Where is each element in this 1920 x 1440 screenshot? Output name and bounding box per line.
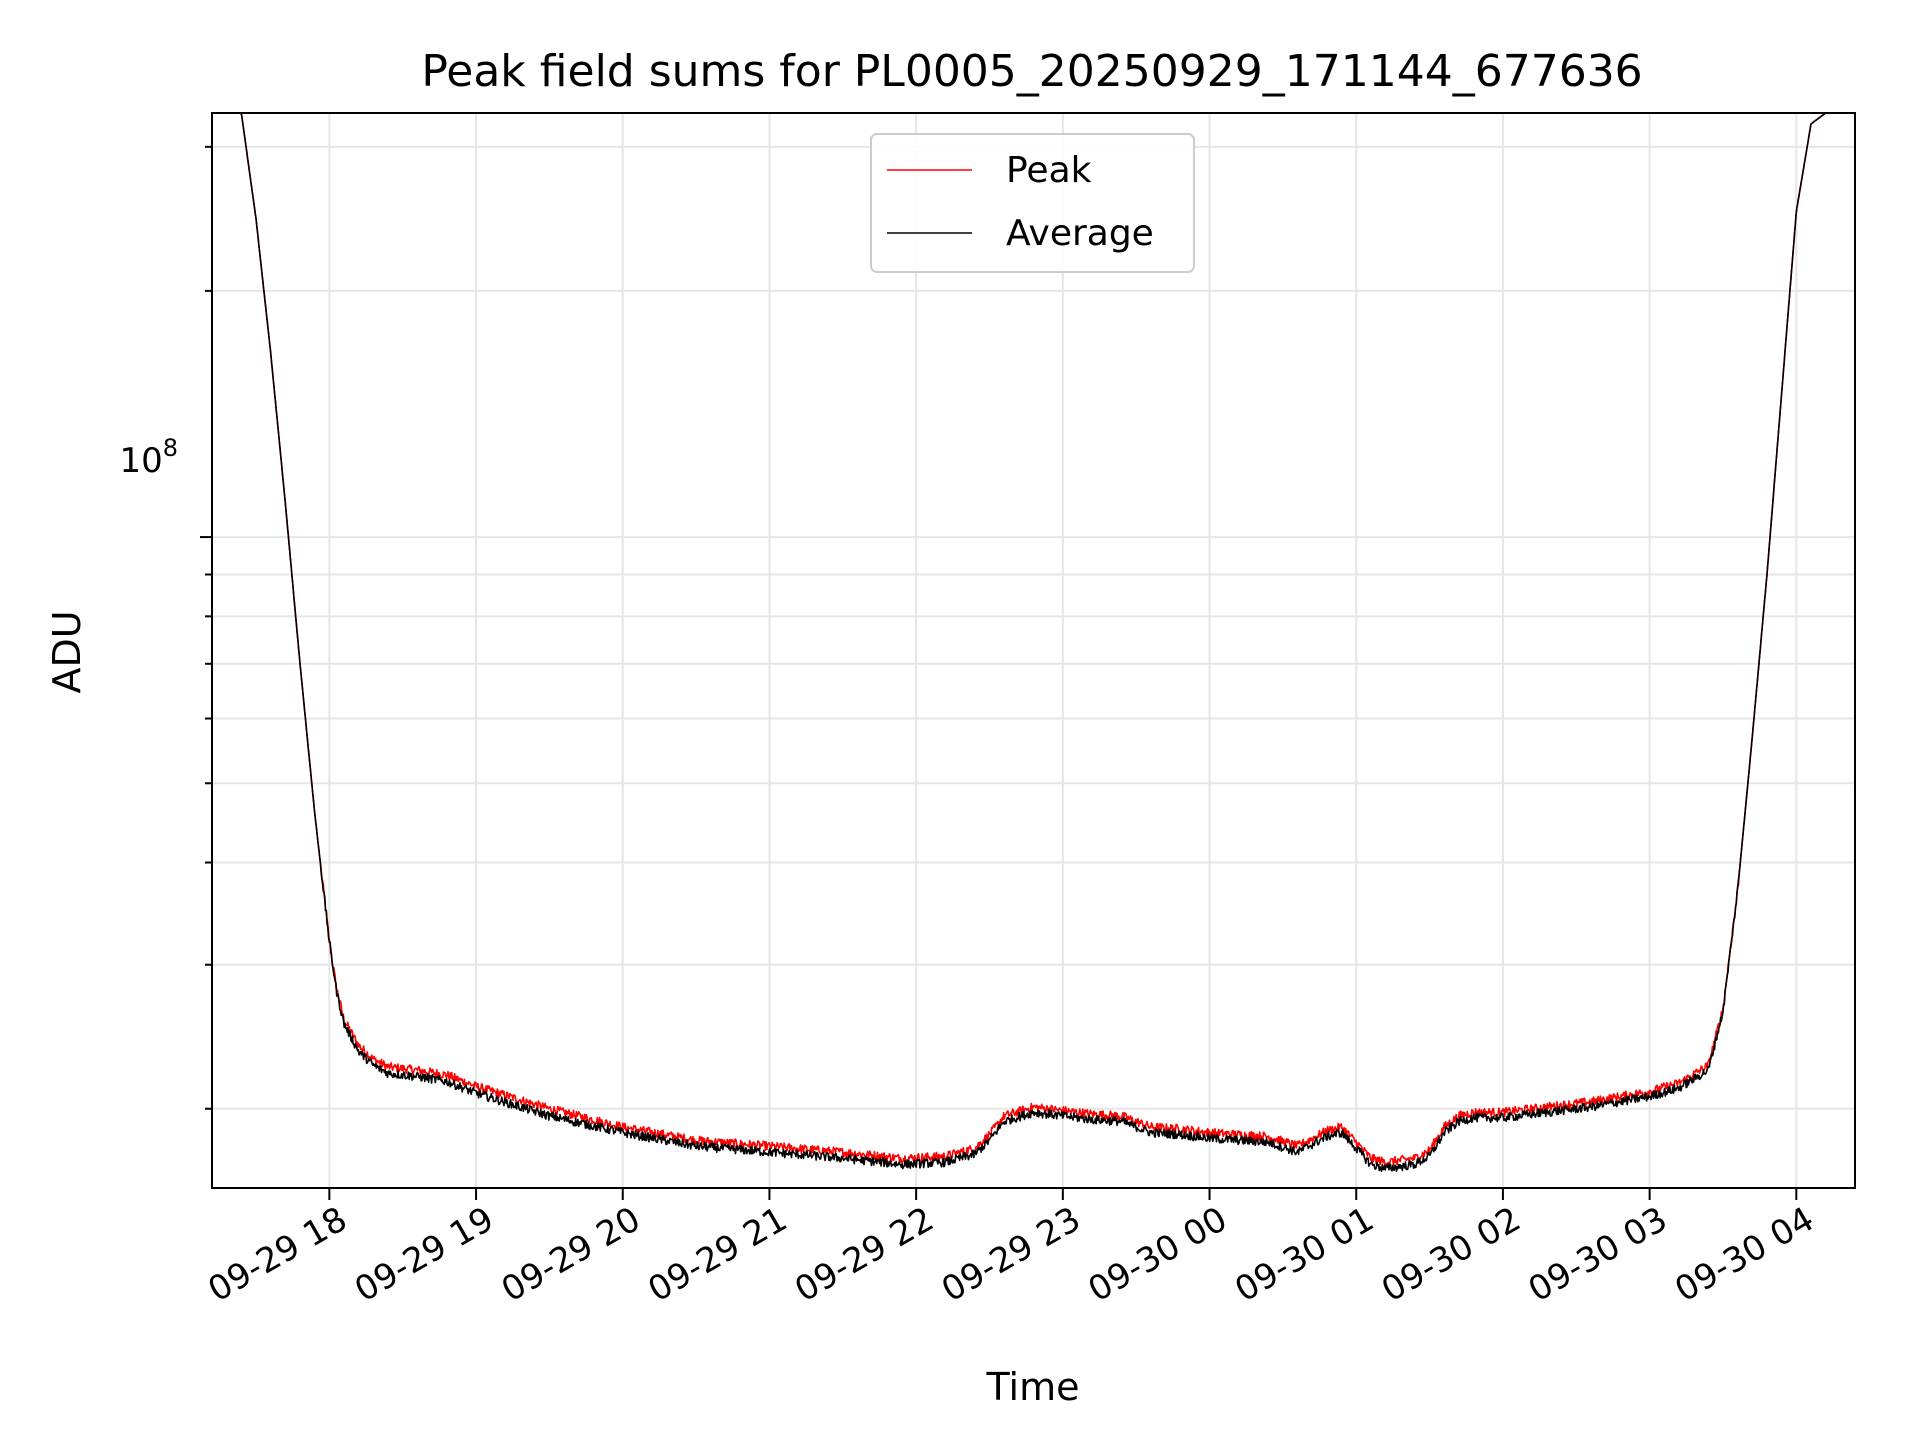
legend-label-peak: Peak: [1006, 150, 1092, 191]
legend: Peak Average: [870, 133, 1195, 273]
y-axis: [200, 145, 212, 1110]
plot-frame: [211, 112, 1856, 1189]
legend-box: [870, 133, 1195, 273]
legend-label-average: Average: [1006, 213, 1154, 254]
x-axis-label: Time: [986, 1365, 1080, 1409]
y-tick-label-major: 108: [119, 434, 178, 481]
y-tick-label-base: 10: [119, 441, 162, 481]
series-line-peak: [211, 112, 1856, 1168]
y-tick-label-exp: 8: [163, 434, 178, 462]
chart-title: Peak field sums for PL0005_20250929_1711…: [421, 46, 1642, 97]
series-line-average: [211, 112, 1856, 1172]
y-axis-label: ADU: [45, 610, 89, 693]
series-layer: [211, 112, 1856, 1172]
